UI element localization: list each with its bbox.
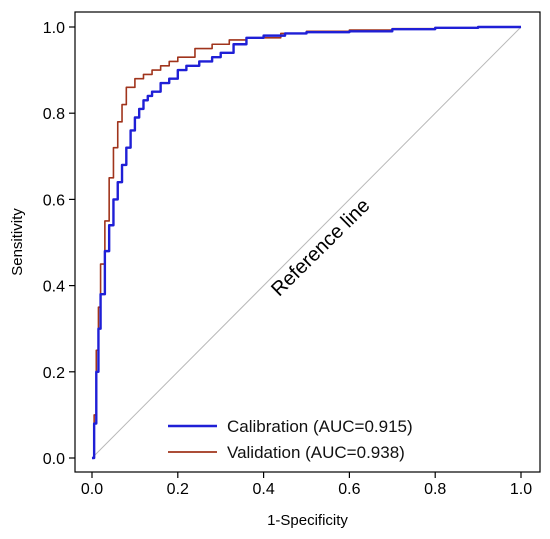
reference-line bbox=[91, 26, 522, 459]
x-tick-label: 1.0 bbox=[510, 481, 532, 498]
legend-label: Calibration (AUC=0.915) bbox=[227, 417, 413, 436]
x-tick-label: 0.8 bbox=[424, 481, 446, 498]
y-tick-label: 0.8 bbox=[43, 106, 65, 123]
plot-area bbox=[91, 25, 522, 460]
legend: Calibration (AUC=0.915) Validation (AUC=0… bbox=[168, 417, 413, 462]
y-tick-label: 0.4 bbox=[43, 279, 65, 296]
x-tick-label: 0.4 bbox=[252, 481, 274, 498]
legend-label: Validation (AUC=0.938) bbox=[227, 443, 405, 462]
y-tick-label: 1.0 bbox=[43, 20, 65, 37]
x-axis-title: 1-Specificity bbox=[267, 512, 348, 529]
x-tick-label: 0.2 bbox=[167, 481, 189, 498]
x-tick-label: 0.6 bbox=[338, 481, 360, 498]
calibration-series-line bbox=[92, 25, 521, 460]
x-tick-label: 0.0 bbox=[81, 481, 103, 498]
y-tick-label: 0.6 bbox=[43, 192, 65, 209]
y-tick-label: 0.0 bbox=[43, 451, 65, 468]
y-tick-label: 0.2 bbox=[43, 365, 65, 382]
y-axis-title: Sensitivity bbox=[9, 208, 26, 276]
